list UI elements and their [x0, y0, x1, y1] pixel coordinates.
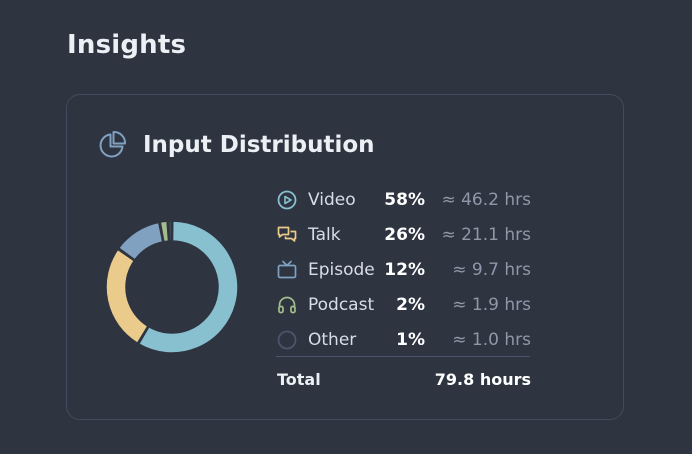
legend-percent: 2% — [396, 295, 425, 315]
legend-hours: ≈ 9.7 hrs — [452, 260, 531, 280]
legend-label: Talk — [308, 225, 341, 245]
tv-icon — [277, 260, 297, 279]
legend-label: Podcast — [308, 295, 375, 315]
legend-hours: ≈ 1.9 hrs — [452, 295, 531, 315]
donut-chart-svg — [105, 220, 239, 354]
play-circle-icon — [277, 190, 297, 210]
legend: Video 58% ≈ 46.2 hrs Talk 26% ≈ 21.1 hrs… — [276, 184, 531, 359]
card-header: Input Distribution — [97, 128, 375, 162]
donut-slice-episode — [117, 221, 164, 261]
legend-divider — [276, 356, 530, 357]
donut-slice-podcast — [159, 220, 170, 243]
legend-hours: ≈ 21.1 hrs — [441, 225, 531, 245]
donut-chart — [103, 218, 241, 356]
legend-label: Video — [308, 190, 356, 210]
legend-percent: 26% — [384, 225, 425, 245]
legend-row-talk: Talk 26% ≈ 21.1 hrs — [276, 219, 531, 254]
legend-label: Other — [308, 330, 357, 350]
legend-hours: ≈ 46.2 hrs — [441, 190, 531, 210]
total-label: Total — [277, 370, 321, 389]
legend-hours: ≈ 1.0 hrs — [452, 330, 531, 350]
donut-slice-video — [137, 220, 239, 354]
legend-label: Episode — [308, 260, 375, 280]
total-row: Total 79.8 hours — [276, 365, 531, 395]
donut-slice-talk — [105, 248, 149, 345]
headphones-icon — [278, 296, 296, 314]
legend-row-video: Video 58% ≈ 46.2 hrs — [276, 184, 531, 219]
total-value: 79.8 hours — [434, 370, 531, 389]
legend-percent: 58% — [384, 190, 425, 210]
page-title: Insights — [67, 30, 187, 60]
legend-row-episode: Episode 12% ≈ 9.7 hrs — [276, 254, 531, 289]
pie-chart-icon — [99, 131, 126, 158]
legend-row-other: Other 1% ≈ 1.0 hrs — [276, 324, 531, 359]
donut-slice-other — [167, 220, 173, 242]
input-distribution-card: Input Distribution Video 58% ≈ 46.2 hrs — [66, 94, 624, 420]
card-title: Input Distribution — [143, 132, 375, 158]
circle-icon — [277, 330, 297, 350]
legend-row-podcast: Podcast 2% ≈ 1.9 hrs — [276, 289, 531, 324]
legend-percent: 1% — [396, 330, 425, 350]
chat-bubbles-icon — [277, 226, 297, 242]
legend-percent: 12% — [384, 260, 425, 280]
